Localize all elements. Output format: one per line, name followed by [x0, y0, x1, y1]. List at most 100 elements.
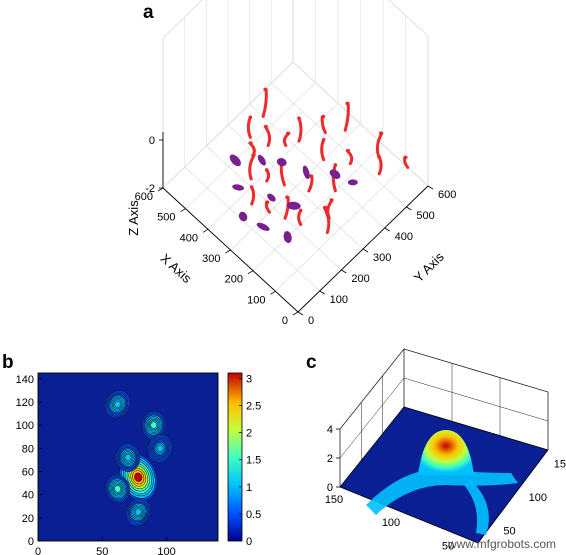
- chart-c-z-tick-label: 2: [327, 453, 333, 465]
- chart-a-red-point-tip: [329, 198, 334, 202]
- chart-a-red-point-tip: [298, 208, 303, 213]
- chart-a-red-point-tip: [345, 101, 349, 106]
- chart-a-red-point: [261, 87, 268, 118]
- chart-a-y-tick-label: 200: [351, 273, 369, 285]
- chart-a-y-tick-label: 400: [395, 231, 413, 243]
- chart-b-y-tick-label: 100: [16, 420, 34, 432]
- chart-a-red-point-tip: [309, 174, 313, 178]
- chart-c-x-tick-label: 100: [382, 517, 400, 529]
- chart-c-grid-line: [339, 377, 405, 459]
- chart-c-x-tick-label: 150: [325, 494, 343, 506]
- chart-b-y-tick-label: 80: [22, 443, 34, 455]
- chart-a-grid-line: [227, 124, 364, 250]
- chart-c-y-tick-label: 100: [529, 492, 547, 504]
- chart-a-grid-line: [207, 103, 339, 230]
- chart-b-colorbar-tick-label: 2: [246, 428, 252, 440]
- chart-a-x-tick: [270, 290, 276, 295]
- chart-c-z-tick-label: 4: [327, 424, 333, 436]
- chart-a-x-tick: [202, 228, 209, 233]
- chart-b-contour: [156, 444, 164, 452]
- chart-a-y-tick-label: 600: [438, 189, 456, 201]
- chart-c-x-tick-label: 50: [442, 540, 454, 552]
- chart-a-red-point: [377, 155, 383, 176]
- chart-a-red-point: [375, 131, 384, 159]
- chart-b-x-tick-label: 0: [35, 546, 41, 555]
- chart-a-z-tick-label: 0: [149, 135, 155, 147]
- chart-a-red-point-tip: [297, 116, 301, 120]
- chart-a-red-point: [297, 208, 303, 226]
- chart-a-x-tick-label: 600: [135, 191, 153, 203]
- chart-a-red-point: [263, 125, 272, 148]
- chart-a-red-point-tip: [321, 114, 326, 119]
- chart-a-z-axis-title: Z Axis: [126, 200, 141, 236]
- chart-a-x-axis-title: X Axis: [158, 251, 195, 287]
- chart-a-red-point: [343, 101, 350, 132]
- chart-a-y-axis-title: Y Axis: [411, 249, 447, 285]
- chart-c-z-tick-label: 0: [327, 482, 333, 494]
- chart-a-x-tick: [247, 270, 254, 275]
- chart-a-y-tick: [297, 311, 304, 316]
- chart-a-red-point: [345, 149, 354, 166]
- chart-b-y-tick-label: 140: [16, 374, 34, 386]
- chart-a-red-point-tip: [379, 131, 383, 135]
- chart-b-colorbar-tick-label: 2.5: [246, 401, 261, 413]
- chart-a-purple-point: [256, 222, 270, 231]
- chart-b-colorbar-tick-label: 0: [246, 536, 252, 548]
- chart-b-contour: [150, 421, 158, 429]
- watermark-text: www.mfgrobots.com: [447, 537, 556, 551]
- chart-a-y-tick: [384, 227, 390, 232]
- chart-c-ridge: [366, 469, 518, 515]
- chart-a-x-tick: [180, 208, 186, 213]
- chart-a-red-point: [307, 174, 314, 193]
- chart-b-y-tick-label: 0: [28, 536, 34, 548]
- chart-a-x-tick: [225, 249, 231, 254]
- chart-a-x-tick-label: 400: [180, 232, 198, 244]
- chart-a-red-point-tip: [323, 205, 328, 210]
- chart-a-x-tick-label: 100: [247, 294, 265, 306]
- chart-b-x-tick-label: 100: [157, 546, 175, 555]
- chart-a-red-point-tip: [249, 141, 253, 145]
- chart-a-red-point: [250, 185, 256, 206]
- chart-a-purple-point: [347, 179, 358, 186]
- chart-a-x-tick-label: 300: [202, 253, 220, 265]
- chart-a-purple-point: [267, 193, 276, 202]
- chart-a-y-tick-label: 100: [330, 294, 348, 306]
- chart-a-y-tick: [341, 269, 347, 274]
- chart-a-points: [229, 87, 410, 244]
- chart-a-purple-point: [276, 157, 287, 167]
- chart-a-red-point-tip: [285, 195, 289, 200]
- chart-b-heatmap: 0 50 100 0 20 40 60 80 100 120 140 0 0.5 1 1.5 2 2.5 3: [16, 372, 261, 555]
- chart-a-red-point: [248, 153, 256, 181]
- chart-a-red-point-tip: [286, 131, 290, 136]
- chart-c-peak: [418, 430, 474, 475]
- chart-a-grid-line: [249, 103, 385, 229]
- chart-a-grid-line: [271, 82, 407, 208]
- chart-b-contour: [134, 472, 143, 482]
- chart-b-y-tick-label: 20: [22, 513, 34, 525]
- chart-a-y-tick: [427, 185, 434, 190]
- chart-b-contour: [124, 453, 132, 462]
- chart-b-y-tick-label: 60: [22, 466, 34, 478]
- chart-a-red-point: [322, 206, 331, 235]
- chart-a-y-tick-label: 0: [308, 315, 314, 327]
- chart-a-x-tick: [292, 311, 299, 316]
- chart-a-x-tick-label: 200: [225, 274, 243, 286]
- chart-a-red-point: [297, 116, 303, 143]
- chart-a-purple-point: [229, 154, 241, 167]
- chart-a-grid-line: [162, 61, 294, 189]
- chart-a-purple-point: [283, 231, 292, 244]
- chart-a-red-point: [283, 195, 290, 220]
- chart-a-purple-point: [232, 184, 245, 191]
- chart-c-grid-line: [403, 377, 549, 422]
- chart-a-z-tick-label: -2: [145, 183, 155, 195]
- chart-a-x-tick-label: 500: [157, 212, 175, 224]
- chart-a-3d-scatter: 010020030040050060001002003004005006000-…: [126, 0, 456, 327]
- chart-a-red-point-tip: [249, 185, 254, 189]
- chart-b-colorbar-tick-label: 1: [246, 482, 252, 494]
- chart-a-red-point: [246, 115, 252, 139]
- panel-letter-c: c: [306, 352, 317, 373]
- chart-a-x-tick: [157, 187, 164, 192]
- chart-b-colorbar-tick-label: 0.5: [246, 509, 261, 521]
- chart-a-y-tick-label: 300: [373, 252, 391, 264]
- chart-b-y-tick-label: 120: [16, 397, 34, 409]
